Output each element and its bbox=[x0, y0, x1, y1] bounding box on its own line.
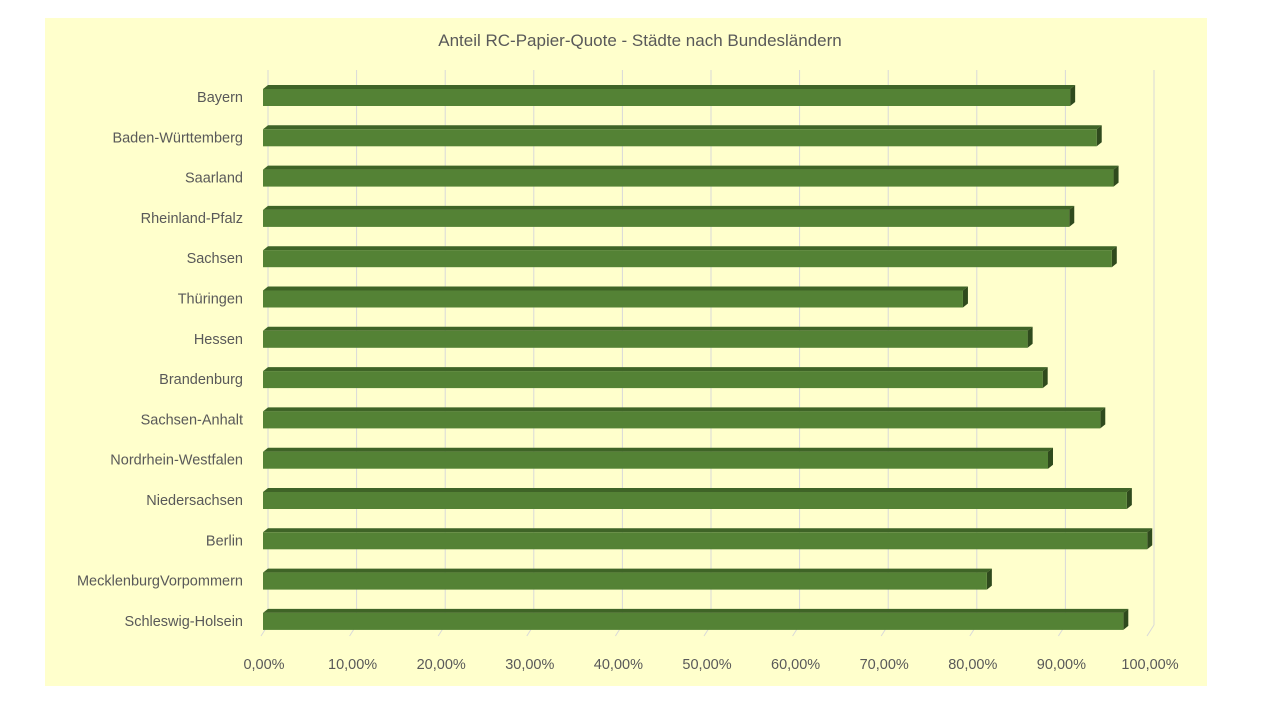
category-label: Sachsen bbox=[187, 251, 243, 267]
bar-side-face bbox=[1147, 528, 1153, 550]
bar-top-face bbox=[263, 367, 1048, 372]
bar bbox=[263, 250, 1112, 268]
bar-side-face bbox=[1113, 165, 1119, 187]
bar bbox=[263, 371, 1043, 389]
bar-top-face bbox=[263, 85, 1076, 89]
category-label: Sachsen-Anhalt bbox=[141, 412, 243, 428]
bar-top-face bbox=[263, 165, 1119, 170]
bar-side-face bbox=[1027, 326, 1033, 348]
category-label: Baden-Württemberg bbox=[112, 130, 243, 146]
category-label: Berlin bbox=[206, 533, 243, 549]
x-tick-label: 70,00% bbox=[860, 657, 909, 673]
bar bbox=[263, 89, 1071, 106]
category-label: Rheinland-Pfalz bbox=[141, 211, 243, 227]
bar bbox=[263, 411, 1101, 429]
x-tick-label: 100,00% bbox=[1121, 657, 1178, 673]
category-label: Saarland bbox=[185, 171, 243, 187]
x-tick-label: 60,00% bbox=[771, 657, 820, 673]
bar-side-face bbox=[1126, 488, 1132, 509]
category-label: Schleswig-Holsein bbox=[125, 614, 243, 630]
bar-side-face bbox=[1096, 125, 1102, 147]
bar-top-face bbox=[263, 488, 1132, 492]
bar-side-face bbox=[1047, 447, 1053, 469]
bar bbox=[263, 290, 963, 308]
bar bbox=[263, 532, 1148, 550]
bar-side-face bbox=[986, 568, 992, 590]
x-tick-label: 90,00% bbox=[1037, 657, 1086, 673]
bar-top-face bbox=[263, 326, 1033, 331]
x-tick-label: 30,00% bbox=[505, 657, 554, 673]
bar-side-face bbox=[1123, 608, 1129, 630]
bar bbox=[263, 129, 1097, 147]
bar-top-face bbox=[263, 568, 992, 573]
bar-top-face bbox=[263, 407, 1106, 412]
bar bbox=[263, 451, 1048, 469]
chart-title: Anteil RC-Papier-Quote - Städte nach Bun… bbox=[438, 31, 842, 50]
bar-top-face bbox=[263, 608, 1129, 613]
x-tick-label: 80,00% bbox=[948, 657, 997, 673]
floor-gridline bbox=[1146, 624, 1155, 637]
x-tick-label: 40,00% bbox=[594, 657, 643, 673]
bar-side-face bbox=[1042, 367, 1048, 389]
category-label: Brandenburg bbox=[159, 372, 243, 388]
bar-side-face bbox=[1070, 85, 1076, 106]
category-label: Thüringen bbox=[178, 292, 243, 308]
x-tick-label: 0,00% bbox=[243, 657, 284, 673]
bar-top-face bbox=[263, 205, 1075, 210]
bar bbox=[263, 612, 1124, 630]
bar bbox=[263, 492, 1127, 509]
category-label: Hessen bbox=[194, 332, 243, 348]
bar-side-face bbox=[1111, 246, 1117, 268]
bar-top-face bbox=[263, 125, 1102, 130]
bar bbox=[263, 572, 987, 590]
category-label: Bayern bbox=[197, 90, 243, 106]
x-tick-label: 20,00% bbox=[417, 657, 466, 673]
bar-top-face bbox=[263, 447, 1053, 452]
bar-side-face bbox=[962, 286, 968, 308]
bar-top-face bbox=[263, 286, 968, 291]
category-label: Nordrhein-Westfalen bbox=[110, 453, 243, 469]
bar bbox=[263, 330, 1028, 348]
x-tick-label: 10,00% bbox=[328, 657, 377, 673]
bar-top-face bbox=[263, 246, 1117, 251]
category-label: Niedersachsen bbox=[146, 493, 243, 509]
bar-side-face bbox=[1100, 407, 1106, 429]
x-tick-label: 50,00% bbox=[682, 657, 731, 673]
bar bbox=[263, 209, 1070, 227]
bar-side-face bbox=[1069, 205, 1075, 227]
bar-top-face bbox=[263, 528, 1153, 533]
category-label: MecklenburgVorpommern bbox=[77, 574, 243, 590]
bar bbox=[263, 169, 1114, 187]
